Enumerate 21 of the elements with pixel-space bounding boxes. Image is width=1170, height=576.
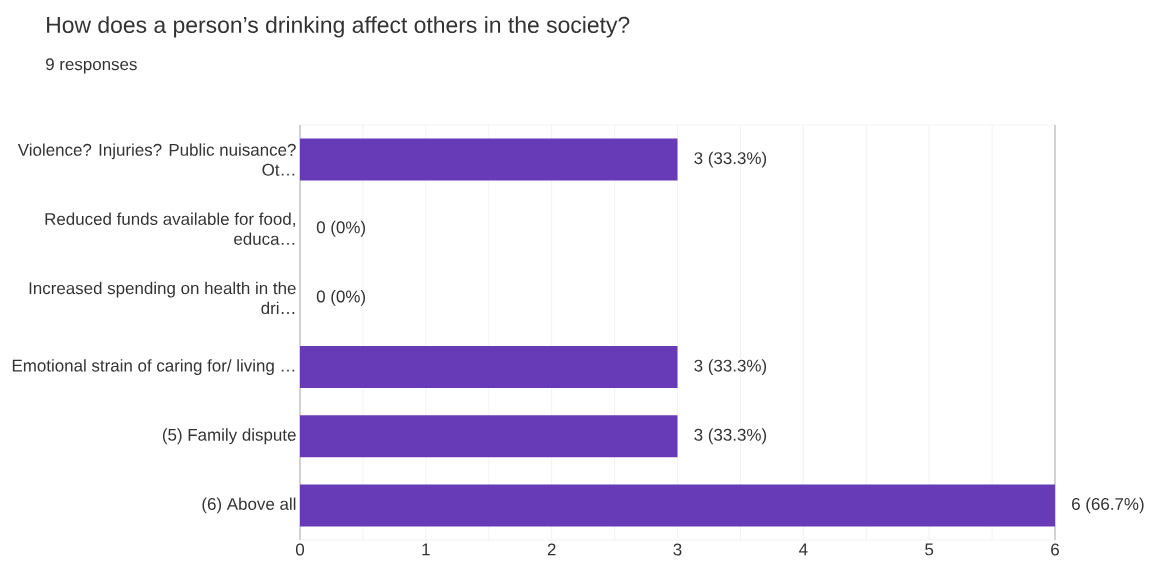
y-tick-label: Violence? Injuries? Public nuisance? Ot…	[17, 143, 296, 176]
data-label: 3 (33.3%)	[694, 428, 767, 445]
y-tick-label: Increased spending on health in the dri…	[29, 281, 296, 315]
x-tick-label: 4	[799, 543, 808, 556]
x-tick-label: 0	[295, 543, 305, 556]
data-label: 0 (0%)	[316, 290, 366, 306]
x-tick-label: 5	[925, 543, 934, 556]
y-tick-label: (5) Family dispute	[162, 428, 296, 445]
data-label: 0 (0%)	[316, 220, 366, 237]
x-tick-label: 1	[422, 543, 430, 556]
data-label: 3 (33.3%)	[694, 359, 767, 375]
y-tick-label: Reduced funds available for food, educa…	[45, 212, 295, 245]
data-label: 3 (33.3%)	[694, 151, 767, 168]
x-tick-label: 6	[1051, 543, 1059, 556]
y-tick-label: Emotional strain of caring for/ living …	[12, 359, 295, 375]
x-tick-label: 2	[547, 543, 556, 556]
chart-title: How does a person’s drinking affect others in the society?	[47, 16, 630, 38]
x-tick-label: 3	[673, 543, 682, 556]
data-label: 6 (66.7%)	[1072, 497, 1144, 514]
y-tick-label: (6) Above all	[202, 497, 296, 514]
text: 9 responses	[46, 58, 137, 74]
